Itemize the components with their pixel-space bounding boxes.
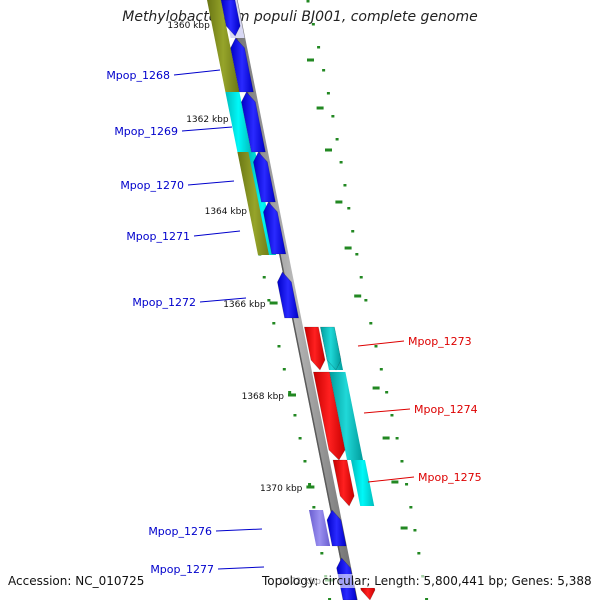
dot-trace-inner xyxy=(282,368,286,371)
minor-tick xyxy=(391,480,399,484)
tick-label: 1370 kbp xyxy=(260,484,303,494)
gene-arrow-reverse-teal xyxy=(320,326,342,371)
dot-trace-outer xyxy=(405,483,409,486)
tick-mark xyxy=(269,301,278,305)
dot-trace-outer xyxy=(322,69,326,72)
tick-mark xyxy=(288,393,296,397)
dot-trace-inner xyxy=(277,345,281,348)
dot-trace-outer xyxy=(395,437,399,440)
dot-trace-outer xyxy=(347,207,351,210)
dot-trace-inner xyxy=(328,598,332,600)
gene-label: Mpop_1277 xyxy=(150,563,214,576)
minor-tick xyxy=(382,436,390,440)
minor-tick xyxy=(335,200,343,204)
tick-label: 1362 kbp xyxy=(186,115,229,125)
dot-trace-outer xyxy=(317,46,321,49)
dot-trace-inner xyxy=(303,460,307,463)
dot-trace-outer xyxy=(374,345,378,348)
dot-trace-outer xyxy=(351,230,355,233)
dot-trace-outer xyxy=(355,253,359,256)
gene-arrow-forward xyxy=(263,201,287,255)
dot-trace-outer xyxy=(359,276,363,279)
gene-arrow-reverse xyxy=(360,587,376,600)
gene-label-leader xyxy=(181,126,233,132)
function-band-teal xyxy=(329,372,363,460)
function-band-lavender xyxy=(309,510,331,546)
gene-arrow-reverse xyxy=(304,326,326,371)
gene-label-leader xyxy=(363,408,411,414)
gene-label-leader xyxy=(215,528,263,532)
dot-trace-outer xyxy=(364,299,368,302)
gene-label-leader xyxy=(367,476,415,483)
dot-trace-outer xyxy=(335,138,339,141)
accession-text: Accession: NC_010725 xyxy=(8,574,145,588)
tick-label: 1364 kbp xyxy=(205,207,248,217)
minor-tick xyxy=(344,246,352,250)
gene-arrow-reverse xyxy=(332,459,355,507)
function-band-cyan xyxy=(351,460,375,506)
dot-trace-outer xyxy=(409,506,413,509)
gene-label: Mpop_1274 xyxy=(414,403,478,416)
gene-label: Mpop_1276 xyxy=(148,525,212,538)
minor-tick xyxy=(316,106,324,110)
dot-trace-outer xyxy=(369,322,373,325)
tick-label: 1360 kbp xyxy=(167,21,210,31)
minor-tick xyxy=(325,148,332,152)
gene-arrow-forward xyxy=(253,151,276,203)
dot-trace-outer xyxy=(343,184,347,187)
dot-trace-inner xyxy=(288,391,292,394)
minor-tick xyxy=(372,386,380,390)
dot-trace-outer xyxy=(417,552,421,555)
minor-tick xyxy=(400,526,408,530)
dot-trace-inner xyxy=(272,322,276,325)
tick-label: 1368 kbp xyxy=(242,392,285,402)
gene-arrow-forward xyxy=(241,91,266,153)
gene-label: Mpop_1272 xyxy=(132,296,196,309)
tick-label: 1366 kbp xyxy=(223,300,266,310)
dot-trace-outer xyxy=(425,598,429,600)
dot-trace-outer xyxy=(339,161,343,164)
gene-label: Mpop_1269 xyxy=(114,125,178,138)
gene-arrow-forward xyxy=(277,271,299,319)
gene-label-leader xyxy=(173,69,221,76)
dot-trace-inner xyxy=(312,506,316,509)
dot-trace-inner xyxy=(320,552,324,555)
function-band-olive xyxy=(207,0,240,92)
minor-tick xyxy=(307,58,314,62)
gene-arrow-forward xyxy=(230,37,254,93)
dot-trace-inner xyxy=(293,414,297,417)
dot-trace-outer xyxy=(400,460,404,463)
dot-trace-inner xyxy=(308,483,312,486)
function-band-olive xyxy=(237,152,272,255)
gene-arrow-forward xyxy=(326,509,347,547)
gene-label-leader xyxy=(199,297,247,303)
gene-label-leader xyxy=(187,180,235,186)
dot-trace-outer xyxy=(311,23,315,26)
gene-label-leader xyxy=(357,340,405,347)
dot-trace-inner xyxy=(267,299,271,302)
gene-label-leader xyxy=(217,566,265,570)
dot-trace-outer xyxy=(306,0,310,3)
tick-mark xyxy=(306,485,315,489)
topology-text: Topology: circular; Length: 5,800,441 bp… xyxy=(262,574,592,588)
dot-trace-outer xyxy=(379,368,383,371)
function-band-cyan xyxy=(225,92,252,152)
gene-label: Mpop_1268 xyxy=(106,69,170,82)
dot-trace-outer xyxy=(326,92,330,95)
dot-trace-inner xyxy=(262,276,266,279)
gene-label: Mpop_1275 xyxy=(418,471,482,484)
dot-trace-outer xyxy=(413,529,417,532)
gene-label: Mpop_1271 xyxy=(126,230,190,243)
dot-trace-outer xyxy=(331,115,335,118)
dot-trace-outer xyxy=(390,414,394,417)
gene-label: Mpop_1270 xyxy=(120,179,184,192)
dot-trace-inner xyxy=(298,437,302,440)
gene-label: Mpop_1273 xyxy=(408,335,472,348)
gene-arrow-reverse xyxy=(313,371,346,461)
dot-trace-outer xyxy=(385,391,389,394)
gene-label-leader xyxy=(193,230,241,237)
gene-arrow-forward xyxy=(220,0,241,37)
minor-tick xyxy=(354,294,362,298)
